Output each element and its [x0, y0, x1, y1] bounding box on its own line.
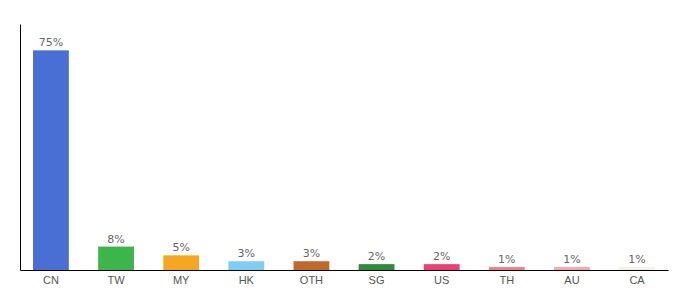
data-label: 75%	[39, 36, 63, 49]
x-tick: MY	[173, 270, 190, 286]
data-label: 8%	[107, 233, 124, 246]
bar	[228, 261, 264, 270]
x-tick: US	[434, 270, 449, 286]
bar	[619, 267, 655, 270]
data-label: 5%	[172, 241, 189, 254]
bar	[359, 264, 395, 270]
x-tick: SG	[369, 270, 385, 286]
x-tick-label: US	[434, 274, 449, 286]
bar	[163, 255, 199, 270]
data-label: 1%	[628, 253, 645, 266]
data-label: 3%	[303, 247, 320, 260]
bar	[294, 261, 330, 270]
y-axis-line	[20, 25, 21, 271]
data-label: 3%	[238, 247, 255, 260]
data-label: 1%	[498, 253, 515, 266]
data-labels: 75% 8% 5% 3% 3% 2% 2% 1% 1% 1%	[39, 36, 646, 266]
data-label: 2%	[433, 250, 450, 263]
x-tick: TH	[499, 270, 514, 286]
data-label: 2%	[368, 250, 385, 263]
x-tick: AU	[564, 270, 579, 286]
x-tick: CA	[629, 270, 645, 286]
bar	[489, 267, 525, 270]
x-axis-line	[21, 270, 669, 271]
x-tick-label: TW	[108, 274, 126, 286]
x-tick-label: MY	[173, 274, 190, 286]
x-tick: OTH	[300, 270, 323, 286]
bar	[554, 267, 590, 270]
x-tick-label: SG	[369, 274, 385, 286]
bar	[98, 247, 134, 270]
x-tick: TW	[108, 270, 126, 286]
x-tick-label: CA	[629, 274, 645, 286]
y-axis	[20, 25, 21, 271]
x-tick-label: OTH	[300, 274, 323, 286]
data-label: 1%	[563, 253, 580, 266]
x-tick-label: HK	[239, 274, 255, 286]
chart: CN TW MY HK OTH SG US TH AU CA 75% 8% 5% 3% 3% 2% 2% 1% 1%…	[0, 0, 680, 300]
plot: CN TW MY HK OTH SG US TH AU CA 75% 8% 5% 3% 3% 2% 2% 1% 1%…	[21, 25, 669, 286]
x-tick-label: CN	[43, 274, 59, 286]
bars	[33, 50, 655, 270]
bar	[424, 264, 460, 270]
x-tick-label: AU	[564, 274, 579, 286]
x-axis: CN TW MY HK OTH SG US TH AU CA	[21, 270, 669, 286]
bar	[33, 50, 69, 270]
x-tick: HK	[239, 270, 255, 286]
x-tick: CN	[43, 270, 59, 286]
x-tick-label: TH	[499, 274, 514, 286]
